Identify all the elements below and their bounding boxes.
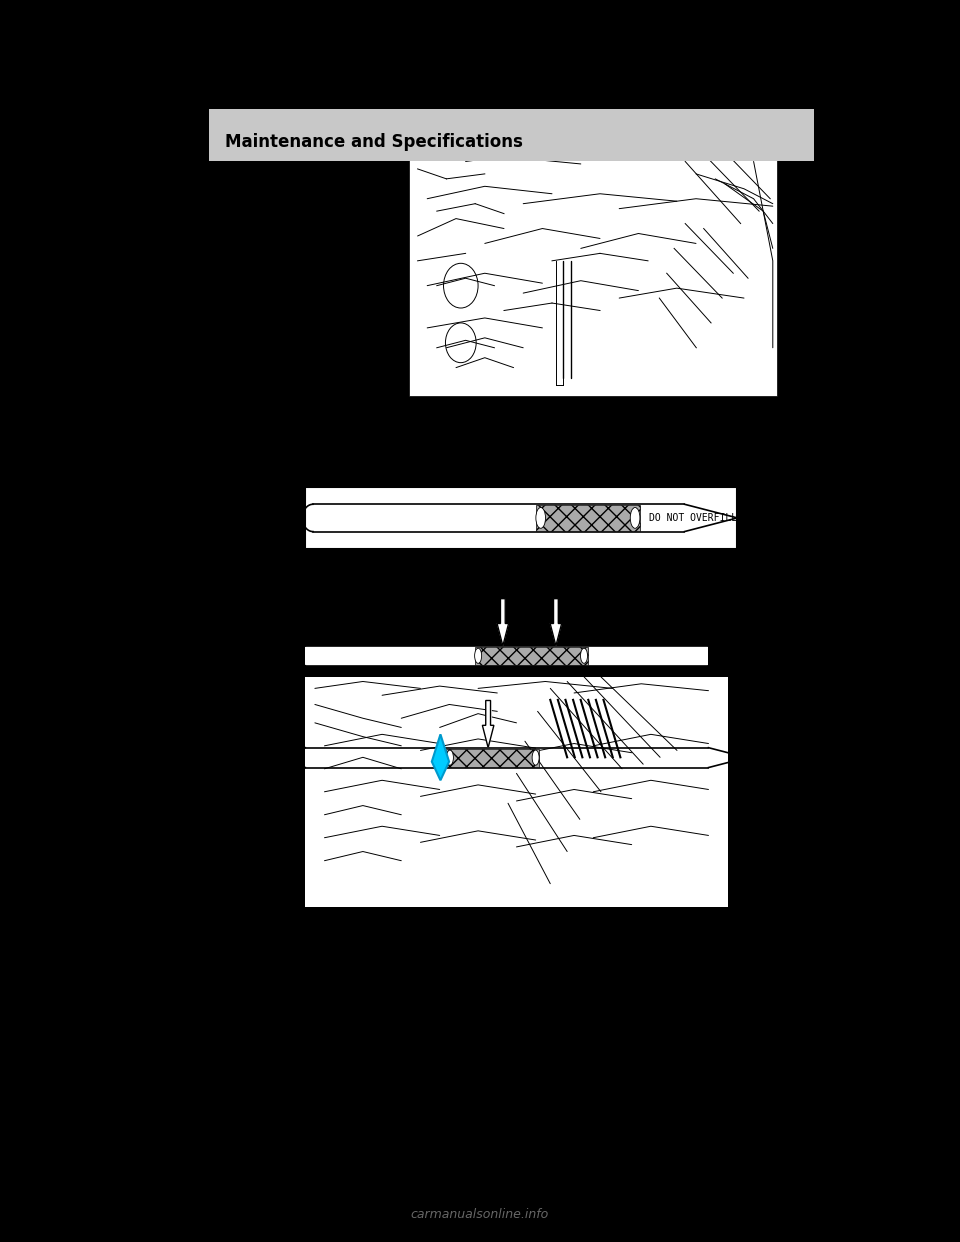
Text: Maintenance and Specifications: Maintenance and Specifications [225,133,522,150]
Polygon shape [497,623,509,646]
Text: carmanualsonline.info: carmanualsonline.info [411,1208,549,1221]
Bar [305,748,708,768]
Bar [536,505,640,530]
Bar [408,149,778,397]
Bar [209,109,814,161]
Bar [474,647,588,664]
Bar [446,749,540,766]
Polygon shape [550,623,562,646]
Bar [409,150,777,396]
Text: DO NOT OVERFILL: DO NOT OVERFILL [650,513,737,523]
Bar [554,599,559,623]
Ellipse shape [581,648,588,663]
Bar [313,504,684,532]
Polygon shape [482,725,493,748]
Bar [500,599,505,623]
Polygon shape [482,700,493,748]
Bar [305,646,708,666]
Polygon shape [550,599,562,646]
Polygon shape [432,734,449,780]
Bar [305,677,728,907]
Ellipse shape [631,508,640,528]
Polygon shape [497,599,509,646]
Ellipse shape [474,648,482,663]
Bar [305,487,737,549]
Ellipse shape [532,750,540,765]
Ellipse shape [446,750,453,765]
Ellipse shape [536,508,545,528]
Bar [486,700,491,725]
